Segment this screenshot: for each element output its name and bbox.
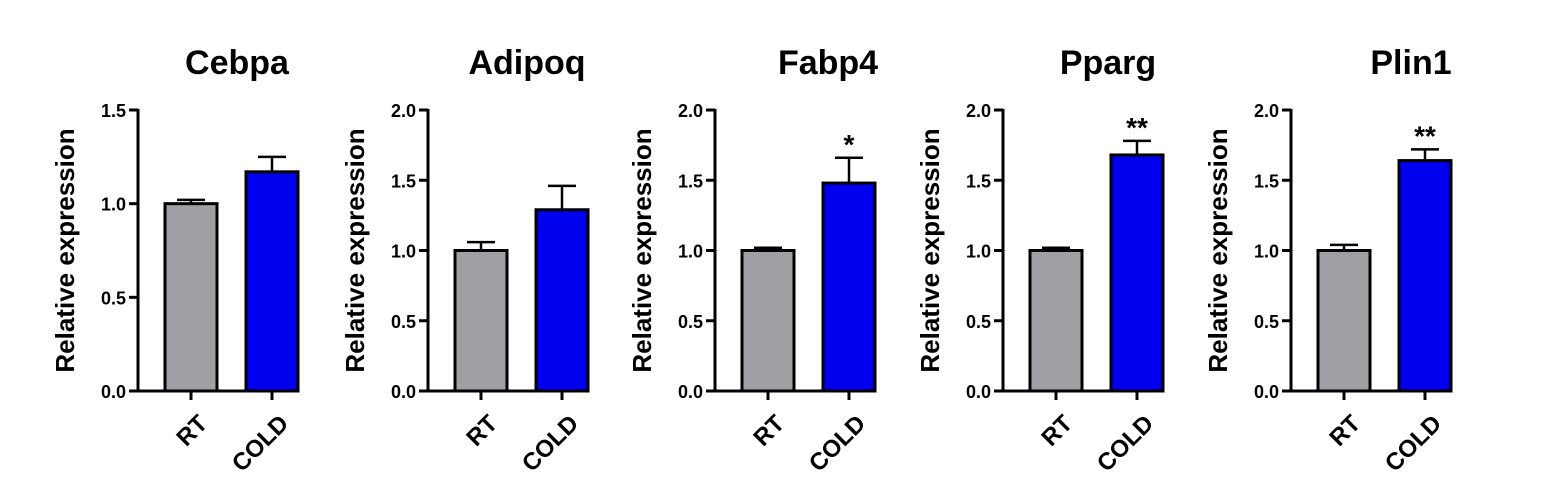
chart-title: Cebpa [185,44,290,82]
chart-panel-cebpa: Cebpa Relative expression 0.0 0.5 1.0 1.5 RT CO… [50,44,300,477]
bar-cold [534,208,590,393]
y-tick-label: 1.5 [966,171,991,191]
y-tick-label: 0.5 [678,312,703,332]
y-tick-label: 1.5 [678,171,703,191]
chart-panel-plin1: Plin1 Relative expression 0.0 0.5 1.0 1.5 2.0 R… [1203,44,1453,477]
significance-marker: * [844,129,855,160]
significance-marker: ** [1414,120,1436,151]
y-tick-label: 0.0 [101,382,126,402]
y-tick-label: 1.0 [1254,242,1279,262]
y-tick-label: 1.0 [101,195,126,215]
y-tick-label: 2.0 [678,101,703,121]
y-axis-label: Relative expression [50,128,80,372]
bar-rt [740,249,796,393]
y-axis-label: Relative expression [340,128,370,372]
chart-title: Adipoq [468,44,585,82]
chart-title: Pparg [1060,44,1156,82]
x-tick-label: COLD [1092,410,1159,477]
y-tick-label: 1.0 [391,242,416,262]
y-tick-label: 2.0 [391,101,416,121]
y-tick-label: 0.5 [1254,312,1279,332]
chart-panel-fabp4: Fabp4 Relative expression 0.0 0.5 1.0 1.5 2.0 R… [627,44,878,477]
bar-cold [821,181,877,393]
x-tick-label: RT [1036,410,1078,452]
x-tick-label: COLD [1380,410,1447,477]
x-tick-label: RT [748,410,790,452]
bar-rt [453,249,509,393]
y-tick-label: 0.0 [391,382,416,402]
x-tick-label: RT [461,410,503,452]
y-tick-label: 0.0 [966,382,991,402]
y-tick-label: 1.5 [391,171,416,191]
y-tick-label: 2.0 [1254,101,1279,121]
y-tick-label: 0.0 [678,382,703,402]
bar-cold [1397,159,1453,393]
chart-title: Fabp4 [778,44,878,82]
y-tick-label: 2.0 [966,101,991,121]
x-tick-label: RT [171,410,213,452]
y-axis-label: Relative expression [1203,128,1233,372]
bar-rt [1028,249,1084,393]
bar-cold [1109,153,1165,393]
y-tick-label: 0.5 [966,312,991,332]
y-tick-label: 0.5 [391,312,416,332]
bar-cold [244,170,300,393]
x-tick-label: COLD [227,410,294,477]
y-axis-label: Relative expression [915,128,945,372]
y-tick-label: 0.0 [1254,382,1279,402]
significance-marker: ** [1126,112,1148,143]
y-tick-label: 1.5 [101,101,126,121]
x-tick-label: RT [1324,410,1366,452]
chart-title: Plin1 [1370,44,1451,82]
y-tick-label: 1.5 [1254,171,1279,191]
y-tick-label: 1.0 [966,242,991,262]
chart-panel-adipoq: Adipoq Relative expression 0.0 0.5 1.0 1.5 2.0… [340,44,590,477]
bar-rt [163,202,219,393]
x-tick-label: COLD [804,410,871,477]
y-tick-label: 1.0 [678,242,703,262]
chart-panel-pparg: Pparg Relative expression 0.0 0.5 1.0 1.5 2.0 R… [915,44,1165,477]
y-axis-label: Relative expression [627,128,657,372]
bar-rt [1316,249,1372,393]
x-tick-label: COLD [517,410,584,477]
y-tick-label: 0.5 [101,288,126,308]
